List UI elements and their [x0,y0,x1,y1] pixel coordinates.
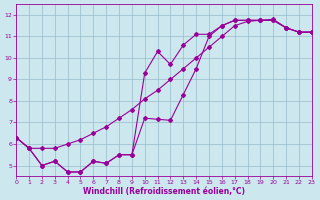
X-axis label: Windchill (Refroidissement éolien,°C): Windchill (Refroidissement éolien,°C) [83,187,245,196]
